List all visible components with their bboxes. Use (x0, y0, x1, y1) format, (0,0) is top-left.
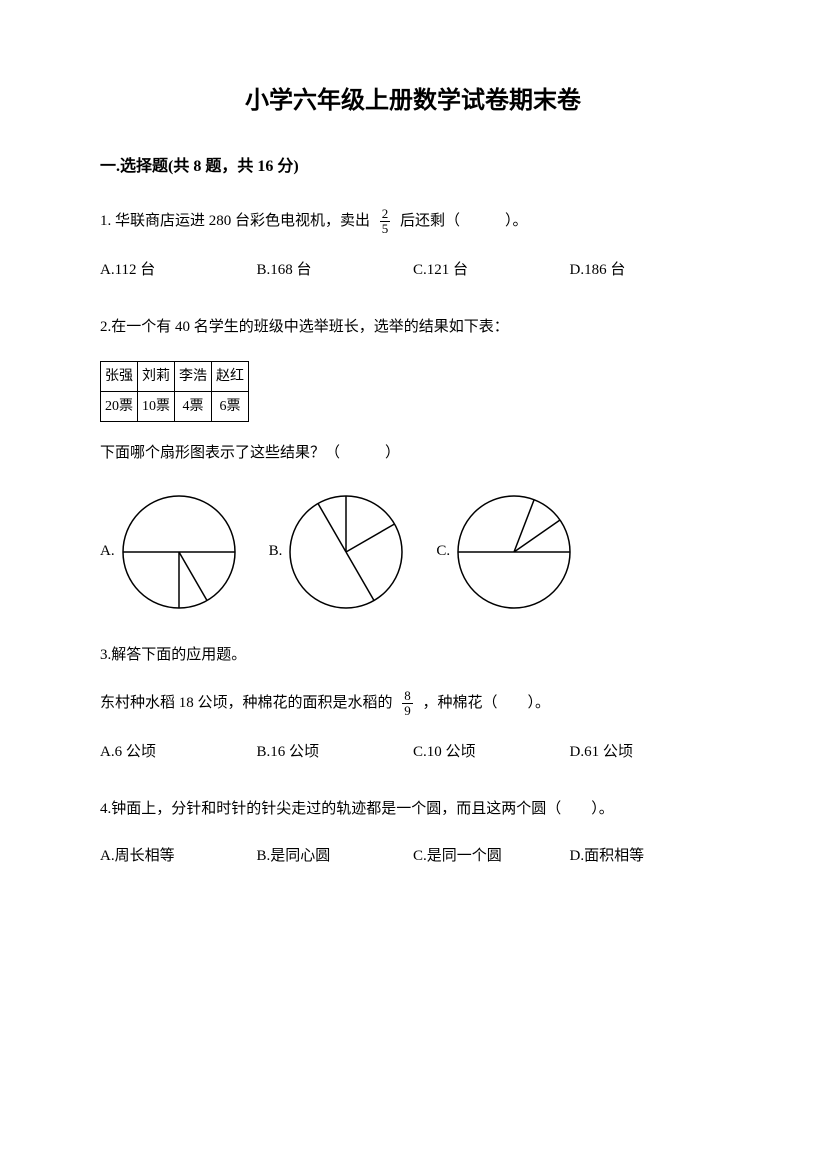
vote-name-3: 李浩 (175, 361, 212, 391)
q1-frac-den: 5 (380, 222, 391, 236)
q3-text2a: 东村种水稻 18 公顷，种棉花的面积是水稻的 (100, 695, 393, 711)
q3-option-a: A.6 公顷 (100, 739, 257, 766)
q4-option-c: C.是同一个圆 (413, 843, 570, 870)
q3-option-c: C.10 公顷 (413, 739, 570, 766)
q3-text2b: ，种棉花（ ）。 (423, 695, 551, 711)
pie-option-b: B. (269, 492, 407, 612)
vote-name-1: 张强 (101, 361, 138, 391)
pie-chart-a (119, 492, 239, 612)
question-3: 3.解答下面的应用题。 东村种水稻 18 公顷，种棉花的面积是水稻的 8 9 ，… (100, 642, 726, 766)
page-title: 小学六年级上册数学试卷期末卷 (100, 80, 726, 123)
q1-fraction: 2 5 (380, 207, 391, 237)
q1-options: A.112 台 B.168 台 C.121 台 D.186 台 (100, 257, 726, 284)
q4-option-b: B.是同心圆 (257, 843, 414, 870)
pie-option-c: C. (436, 492, 574, 612)
q3-frac-den: 9 (402, 704, 413, 718)
vote-count-2: 10票 (138, 391, 175, 421)
q2-text2: 下面哪个扇形图表示了这些结果？（ ） (100, 440, 726, 467)
q3-option-d: D.61 公顷 (570, 739, 727, 766)
pie-label-c: C. (436, 538, 450, 565)
vote-table: 张强 刘莉 李浩 赵红 20票 10票 4票 6票 (100, 361, 249, 422)
pie-label-a: A. (100, 538, 115, 565)
vote-name-2: 刘莉 (138, 361, 175, 391)
pie-chart-b (286, 492, 406, 612)
q3-text2: 东村种水稻 18 公顷，种棉花的面积是水稻的 8 9 ，种棉花（ ）。 (100, 689, 726, 719)
q1-frac-num: 2 (380, 207, 391, 222)
pie-option-a: A. (100, 492, 239, 612)
q4-text: 4.钟面上，分针和时针的针尖走过的轨迹都是一个圆，而且这两个圆（ ）。 (100, 796, 726, 823)
section-header: 一.选择题(共 8 题，共 16 分) (100, 153, 726, 182)
table-row: 20票 10票 4票 6票 (101, 391, 249, 421)
question-2: 2.在一个有 40 名学生的班级中选举班长，选举的结果如下表： 张强 刘莉 李浩… (100, 314, 726, 612)
q1-text-b: 后还剩（ ）。 (400, 213, 528, 229)
q3-options: A.6 公顷 B.16 公顷 C.10 公顷 D.61 公顷 (100, 739, 726, 766)
q1-text-a: 1. 华联商店运进 280 台彩色电视机，卖出 (100, 213, 370, 229)
vote-name-4: 赵红 (212, 361, 249, 391)
pie-label-b: B. (269, 538, 283, 565)
pie-chart-c (454, 492, 574, 612)
q3-option-b: B.16 公顷 (257, 739, 414, 766)
vote-count-1: 20票 (101, 391, 138, 421)
q4-option-d: D.面积相等 (570, 843, 727, 870)
table-row: 张强 刘莉 李浩 赵红 (101, 361, 249, 391)
q3-fraction: 8 9 (402, 689, 413, 719)
q4-option-a: A.周长相等 (100, 843, 257, 870)
q1-option-d: D.186 台 (570, 257, 727, 284)
q1-option-a: A.112 台 (100, 257, 257, 284)
q4-options: A.周长相等 B.是同心圆 C.是同一个圆 D.面积相等 (100, 843, 726, 870)
question-1: 1. 华联商店运进 280 台彩色电视机，卖出 2 5 后还剩（ ）。 A.11… (100, 207, 726, 284)
vote-count-3: 4票 (175, 391, 212, 421)
q1-text: 1. 华联商店运进 280 台彩色电视机，卖出 2 5 后还剩（ ）。 (100, 207, 726, 237)
q1-option-c: C.121 台 (413, 257, 570, 284)
q3-frac-num: 8 (402, 689, 413, 704)
vote-count-4: 6票 (212, 391, 249, 421)
q2-text1: 2.在一个有 40 名学生的班级中选举班长，选举的结果如下表： (100, 314, 726, 341)
q3-text1: 3.解答下面的应用题。 (100, 642, 726, 669)
question-4: 4.钟面上，分针和时针的针尖走过的轨迹都是一个圆，而且这两个圆（ ）。 A.周长… (100, 796, 726, 870)
pie-options-row: A. B. C. (100, 492, 726, 612)
q1-option-b: B.168 台 (257, 257, 414, 284)
